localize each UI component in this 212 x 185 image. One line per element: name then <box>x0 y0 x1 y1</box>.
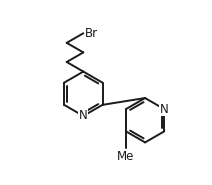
Text: N: N <box>79 110 88 122</box>
Text: Br: Br <box>85 27 98 40</box>
Text: Me: Me <box>117 150 135 163</box>
Text: N: N <box>160 103 169 116</box>
